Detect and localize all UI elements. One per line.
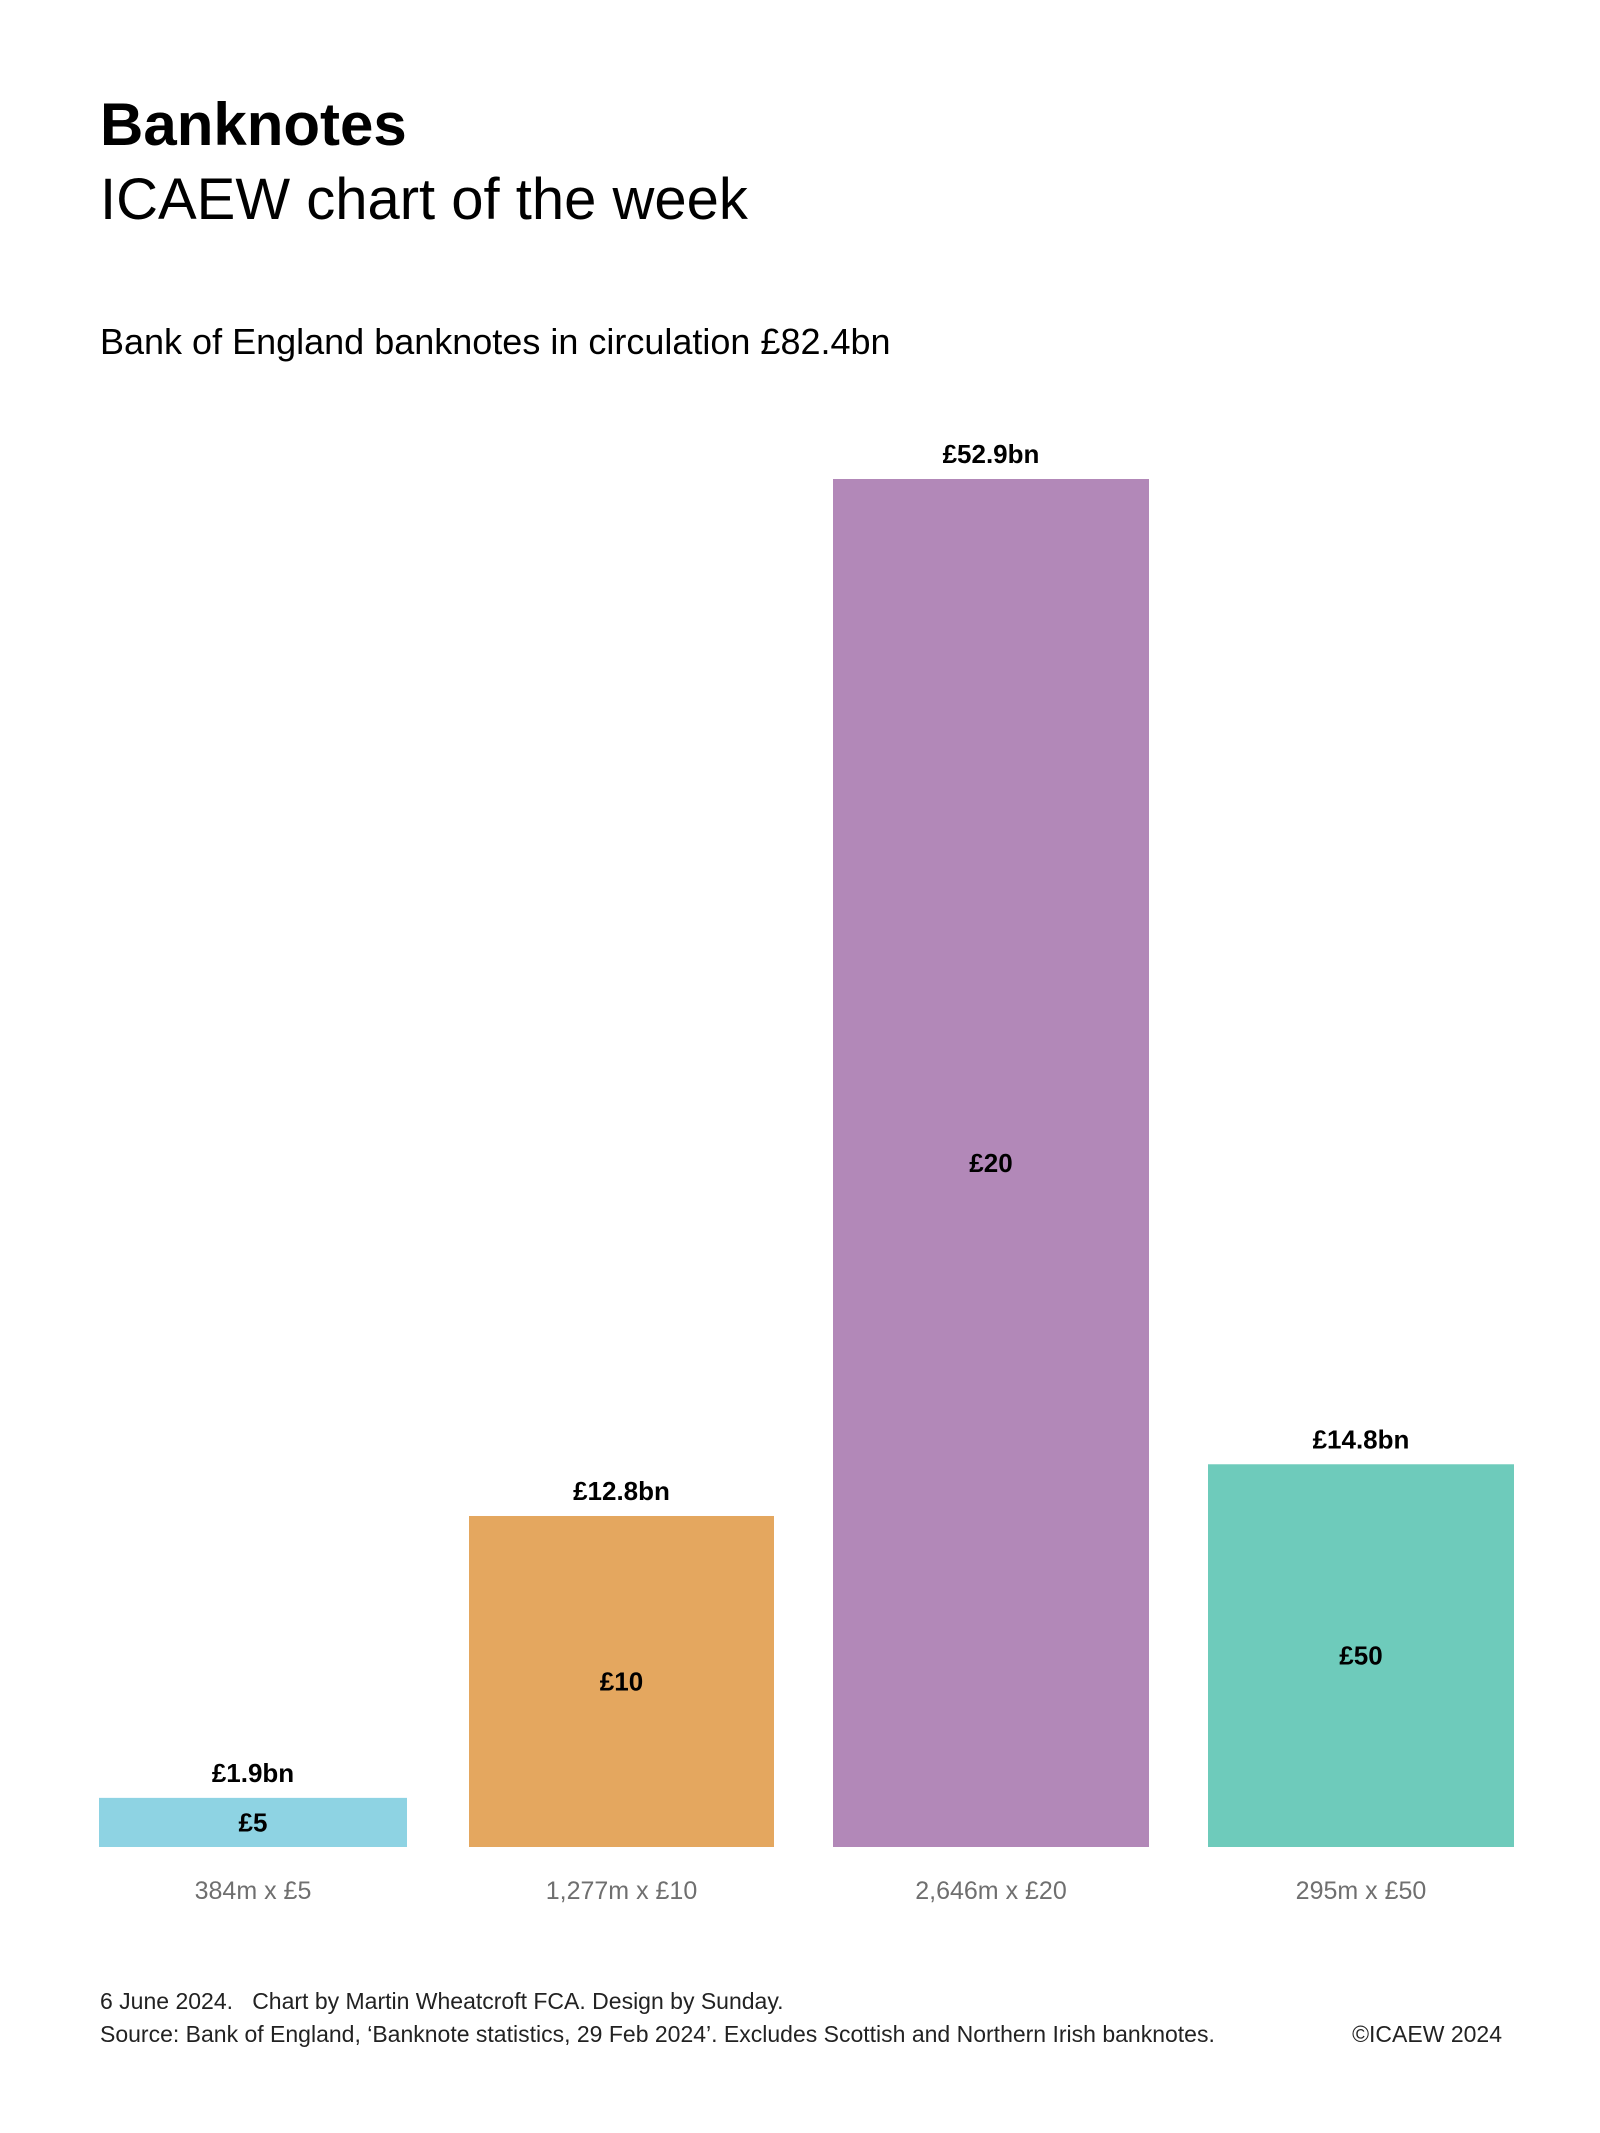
category-label: 384m x £5 xyxy=(195,1877,312,1905)
bar-value-label: £14.8bn xyxy=(1313,1424,1410,1454)
page-title: Banknotes xyxy=(100,91,407,158)
bar-value-label: £1.9bn xyxy=(212,1758,294,1788)
category-label: 2,646m x £20 xyxy=(915,1877,1067,1905)
bar-chart: £1.9bn £5 384m x £5 £12.8bn £10 1,277m x £10 £… xyxy=(99,439,1514,1905)
category-label: 295m x £50 xyxy=(1296,1877,1427,1905)
footer-source: Source: Bank of England, ‘Banknote stati… xyxy=(100,2021,1215,2047)
page-subtitle: ICAEW chart of the week xyxy=(100,167,748,232)
bar-value-label: £52.9bn xyxy=(943,439,1040,469)
bar-inner-label: £10 xyxy=(600,1666,643,1696)
footer-copyright: ©ICAEW 2024 xyxy=(1352,2021,1502,2047)
bar-inner-label: £20 xyxy=(969,1148,1012,1178)
bar xyxy=(99,1797,407,1847)
category-label: 1,277m x £10 xyxy=(546,1877,698,1905)
bar-inner-label: £5 xyxy=(239,1807,268,1837)
bar-inner-label: £50 xyxy=(1339,1641,1382,1671)
footer-date: 6 June 2024. xyxy=(100,1988,234,2014)
bar xyxy=(1208,1464,1514,1847)
bar-value-label: £12.8bn xyxy=(573,1476,670,1506)
bar xyxy=(833,479,1149,1847)
footer-credits: Chart by Martin Wheatcroft FCA. Design b… xyxy=(252,1988,784,2014)
chart-title: Bank of England banknotes in circulation… xyxy=(100,321,891,362)
bar xyxy=(469,1515,774,1847)
footer-credits-line: 6 June 2024. Chart by Martin Wheatcroft … xyxy=(100,1988,784,2016)
